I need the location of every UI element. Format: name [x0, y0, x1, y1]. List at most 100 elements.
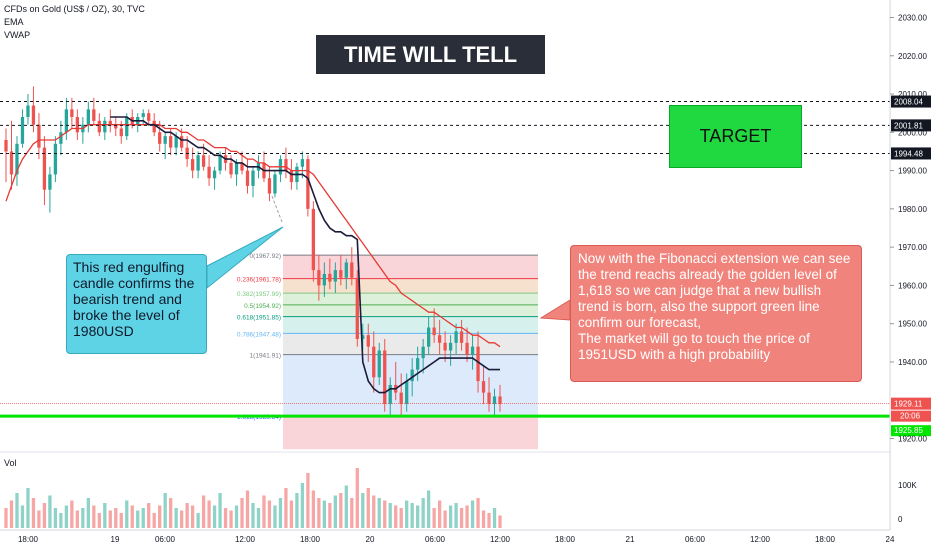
ema-legend[interactable]: EMA [4, 17, 24, 27]
candle-body [174, 136, 178, 148]
candle-body [454, 331, 458, 343]
candle-body [42, 147, 47, 190]
volume-legend[interactable]: Vol [4, 458, 17, 468]
candle-body [344, 262, 348, 278]
annotation-shapes [206, 195, 571, 321]
fib-level-label: 0.236(1961.78) [237, 277, 281, 284]
candle-body [410, 369, 414, 382]
volume-bar [498, 515, 502, 528]
volume-bar [262, 495, 266, 528]
candle-body [432, 327, 436, 336]
volume-bar [481, 510, 486, 528]
candle-body [416, 358, 420, 370]
x-tick-label: 18:00 [300, 535, 321, 544]
candle-body [240, 162, 244, 171]
volume-bar [317, 498, 321, 528]
volume-bar [432, 508, 436, 528]
title-box[interactable]: TIME WILL TELL [316, 35, 545, 74]
volume-bar [190, 505, 195, 528]
volume-bar [174, 508, 178, 528]
x-tick-label: 06:00 [425, 535, 446, 544]
volume-bar [383, 500, 387, 528]
fib-level-label: 0.5(1954.92) [244, 303, 281, 310]
volume-bar [344, 485, 348, 528]
volume-bar [311, 490, 316, 528]
x-tick-label: 18:00 [815, 535, 836, 544]
volume-bar [487, 513, 491, 528]
candle-body [300, 159, 305, 167]
volume-bar [223, 508, 228, 528]
x-tick-label: 12:00 [235, 535, 256, 544]
volume-bar [31, 498, 36, 528]
volume-bar [86, 498, 90, 528]
x-tick-label: 06:00 [155, 535, 176, 544]
volume-bar [405, 500, 409, 528]
support-tag [891, 425, 931, 437]
target-box[interactable]: TARGET [669, 105, 802, 168]
volume-bar [26, 488, 30, 528]
candle-body [4, 139, 8, 152]
volume-bar [437, 500, 442, 528]
left-note-pointer [206, 226, 284, 290]
left-note[interactable]: This red engulfing candle confirms the b… [66, 254, 207, 354]
volume-bar [416, 505, 420, 528]
candle-body [15, 143, 19, 175]
price-axis[interactable]: 2030.00 2020.00 2010.00 2000.00 1990.00 1980.… [889, 0, 927, 530]
candle-body [179, 136, 184, 148]
volume-bar [169, 498, 173, 528]
candle-body [339, 270, 343, 278]
candle-body [383, 350, 387, 405]
candle-body [64, 109, 69, 133]
y-tick-label: 2030.00 [898, 13, 927, 22]
price-level-value: 2008.04 [894, 98, 923, 107]
candle-body [372, 346, 376, 378]
volume-bar [141, 508, 145, 528]
fib-band [283, 255, 538, 279]
symbol-legend[interactable]: CFDs on Gold (US$ / OZ), 30, TVC [4, 4, 145, 14]
engulfing-marker [271, 195, 283, 223]
candle-body [53, 143, 58, 175]
fib-level-label: 0.786(1947.48) [237, 331, 281, 338]
candle-body [48, 174, 52, 190]
support-value: 1925.85 [894, 426, 923, 435]
y-tick-label: 1980.00 [898, 205, 927, 214]
price-levels: 2008.04 2001.81 1994.48 1929.11 20:06 1925.85 [0, 95, 931, 437]
candle-body [465, 342, 469, 355]
candle-body [492, 396, 497, 405]
volume-bars [4, 468, 502, 528]
price-level-tag [891, 147, 931, 160]
y-tick-label: 1950.00 [898, 320, 927, 329]
price-level-tag [891, 119, 931, 132]
candle-body [366, 335, 370, 347]
volume-bar [97, 513, 101, 528]
fib-band [283, 333, 538, 355]
volume-bar [81, 508, 85, 528]
time-axis[interactable]: 18:00 19 06:00 12:00 18:00 20 06:00 12:00 18:00 2… [0, 529, 895, 544]
volume-bar [75, 510, 80, 528]
volume-bar [448, 505, 453, 528]
candle-body [355, 277, 359, 339]
volume-bar [267, 500, 272, 528]
candle-body [147, 113, 151, 121]
candle-body [350, 262, 354, 278]
volume-bar [377, 498, 381, 528]
candle-body [141, 113, 145, 117]
volume-bar [443, 510, 447, 528]
volume-bar [212, 505, 217, 528]
fib-band [283, 354, 538, 417]
right-note[interactable]: Now with the Fibonacci extension we can … [570, 245, 862, 382]
volume-bar [163, 493, 167, 528]
volume-bar [339, 493, 343, 528]
candle-body [234, 162, 239, 175]
price-level-value: 1994.48 [894, 149, 923, 158]
vwap-line [110, 116, 500, 394]
countdown-value: 20:06 [900, 412, 921, 421]
candle-body [487, 392, 491, 405]
volume-bar [37, 510, 41, 528]
candle-body [306, 159, 310, 209]
vwap-legend[interactable]: VWAP [4, 30, 31, 40]
volume-bar [201, 495, 206, 528]
candle-body [443, 342, 447, 351]
fibonacci-extension: 0(1967.92) 0.236(1961.78) 0.382(1957.99) 0.… [237, 253, 538, 450]
volume-bar [42, 503, 47, 528]
